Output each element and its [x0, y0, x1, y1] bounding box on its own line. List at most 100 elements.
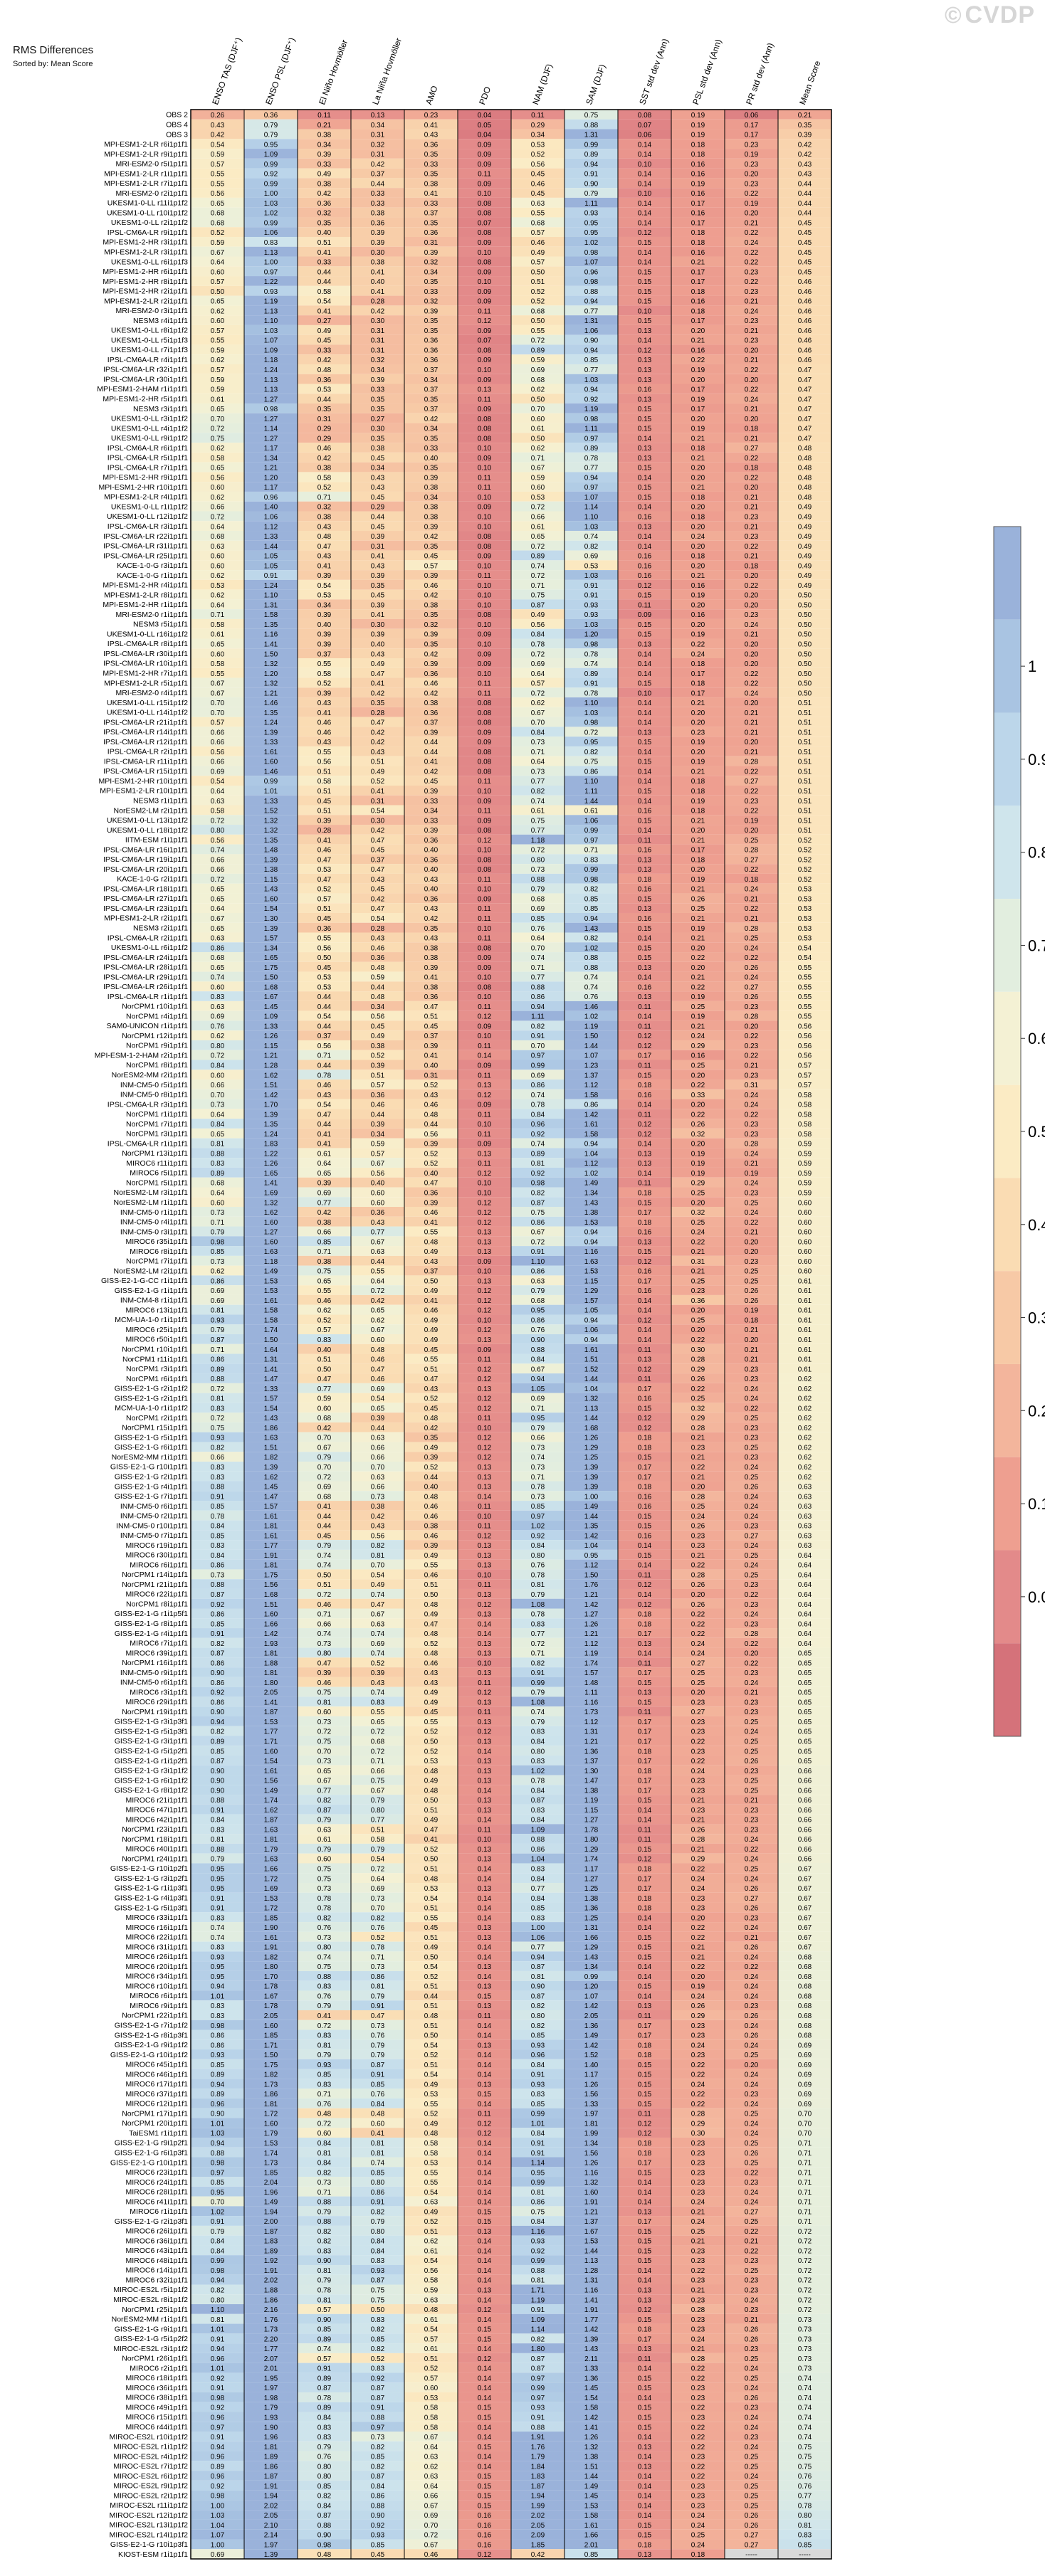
- heatmap-cell: [351, 285, 404, 296]
- heatmap-cell: [725, 491, 778, 502]
- cell-value: 0.67: [798, 1914, 812, 1922]
- row-label: INM-CM5-0 r8i1p1f1: [120, 1091, 188, 1099]
- heatmap-cell: [671, 589, 725, 600]
- cell-value: 0.21: [745, 719, 759, 727]
- cell-value: 0.64: [211, 788, 225, 796]
- cell-value: 0.09: [478, 455, 492, 463]
- cell-value: 0.38: [371, 1042, 385, 1050]
- cell-value: 0.22: [745, 386, 759, 394]
- heatmap-cell: [191, 149, 244, 159]
- cell-value: 0.10: [478, 886, 492, 894]
- heatmap-cell: [618, 697, 671, 707]
- heatmap-cell: [191, 570, 244, 580]
- cell-value: 0.66: [798, 1846, 812, 1854]
- cell-value: 0.23: [745, 798, 759, 806]
- cell-value: 0.74: [371, 1650, 385, 1658]
- heatmap-cell: [618, 482, 671, 492]
- heatmap-cell: [191, 227, 244, 237]
- heatmap-cell: [191, 560, 244, 571]
- cell-value: 0.44: [798, 210, 812, 218]
- heatmap-cell: [404, 452, 458, 463]
- cell-value: 1.58: [584, 1092, 599, 1099]
- cell-value: 0.13: [478, 1846, 492, 1854]
- heatmap-cell: [671, 197, 725, 208]
- cell-value: 0.45: [424, 1346, 439, 1354]
- heatmap-cell: [458, 305, 511, 316]
- cell-value: 0.08: [478, 416, 492, 423]
- cell-value: 0.17: [638, 1464, 652, 1472]
- cell-value: 0.94: [584, 1229, 599, 1237]
- heatmap-cell: [458, 511, 511, 522]
- cell-value: 0.21: [745, 1229, 759, 1237]
- cell-value: 0.13: [638, 366, 652, 374]
- cell-value: 0.43: [424, 1679, 439, 1687]
- heatmap-cell: [511, 491, 564, 502]
- cell-value: 0.22: [745, 278, 759, 286]
- cell-value: 0.52: [424, 1728, 439, 1736]
- heatmap-cell: [458, 579, 511, 590]
- cell-value: 0.49: [798, 582, 812, 590]
- cell-value: 0.79: [317, 1846, 332, 1854]
- cell-value: 0.68: [798, 1983, 812, 1991]
- heatmap-cell: [618, 374, 671, 384]
- cell-value: 0.98: [584, 640, 599, 648]
- cell-value: 1.63: [264, 1856, 278, 1864]
- heatmap-cell: [244, 403, 298, 413]
- cell-value: 0.81: [211, 1307, 225, 1315]
- cell-value: 0.41: [424, 1297, 439, 1305]
- cell-value: 0.15: [638, 268, 652, 276]
- cell-value: 0.38: [424, 983, 439, 991]
- cell-value: 0.08: [478, 719, 492, 727]
- cell-value: 0.11: [478, 1042, 491, 1050]
- cell-value: 1.25: [584, 1914, 599, 1922]
- cell-value: 1.18: [264, 357, 278, 364]
- cell-value: 0.15: [638, 484, 652, 492]
- cell-value: 0.21: [691, 915, 705, 923]
- row-label: NESM3 r5i1p1f1: [133, 621, 188, 629]
- heatmap-cell: [564, 295, 618, 306]
- cell-value: 0.22: [691, 1934, 705, 1942]
- cell-value: 0.82: [584, 543, 599, 551]
- cell-value: 0.62: [211, 494, 225, 502]
- cell-value: 0.15: [638, 1699, 652, 1706]
- cell-value: 0.45: [798, 239, 812, 247]
- cell-value: 0.08: [478, 983, 492, 991]
- cell-value: 0.54: [317, 1102, 332, 1109]
- cell-value: 1.53: [264, 1719, 278, 1726]
- cell-value: 0.48: [317, 366, 332, 374]
- cell-value: 0.08: [478, 533, 492, 541]
- cell-value: 0.32: [691, 1405, 705, 1413]
- cell-value: 0.42: [798, 151, 812, 159]
- cell-value: 0.85: [531, 1905, 545, 1913]
- cell-value: 0.40: [424, 847, 439, 855]
- cell-value: 0.48: [371, 1346, 385, 1354]
- heatmap-cell: [404, 178, 458, 189]
- cell-value: 0.68: [531, 895, 545, 903]
- cell-value: 0.19: [691, 798, 705, 806]
- cell-value: 0.85: [317, 1238, 332, 1246]
- heatmap-cell: [511, 413, 564, 423]
- cell-value: 0.36: [424, 347, 439, 354]
- cell-value: 0.17: [638, 1885, 652, 1893]
- cell-value: 0.37: [424, 406, 439, 413]
- cell-value: 1.29: [584, 1287, 599, 1295]
- heatmap-cell: [298, 384, 351, 394]
- cell-value: 0.13: [478, 2042, 492, 2049]
- heatmap-cell: [298, 149, 351, 159]
- cell-value: 0.49: [798, 562, 812, 570]
- heatmap-cell: [778, 227, 831, 237]
- cell-value: 0.46: [798, 278, 812, 286]
- cell-value: 0.21: [691, 1552, 705, 1560]
- cell-value: 0.10: [478, 847, 492, 855]
- heatmap-cell: [244, 334, 298, 345]
- cell-value: 0.81: [531, 1581, 545, 1589]
- cell-value: 0.67: [798, 1905, 812, 1913]
- cell-value: 0.22: [745, 680, 759, 688]
- cell-value: 0.95: [211, 1963, 225, 1971]
- cell-value: 0.48: [424, 1787, 439, 1795]
- heatmap-cell: [618, 246, 671, 257]
- cell-value: 1.46: [584, 1003, 599, 1011]
- cell-value: 0.46: [317, 1679, 332, 1687]
- cell-value: 0.62: [798, 1474, 812, 1482]
- cell-value: 0.92: [531, 1131, 545, 1139]
